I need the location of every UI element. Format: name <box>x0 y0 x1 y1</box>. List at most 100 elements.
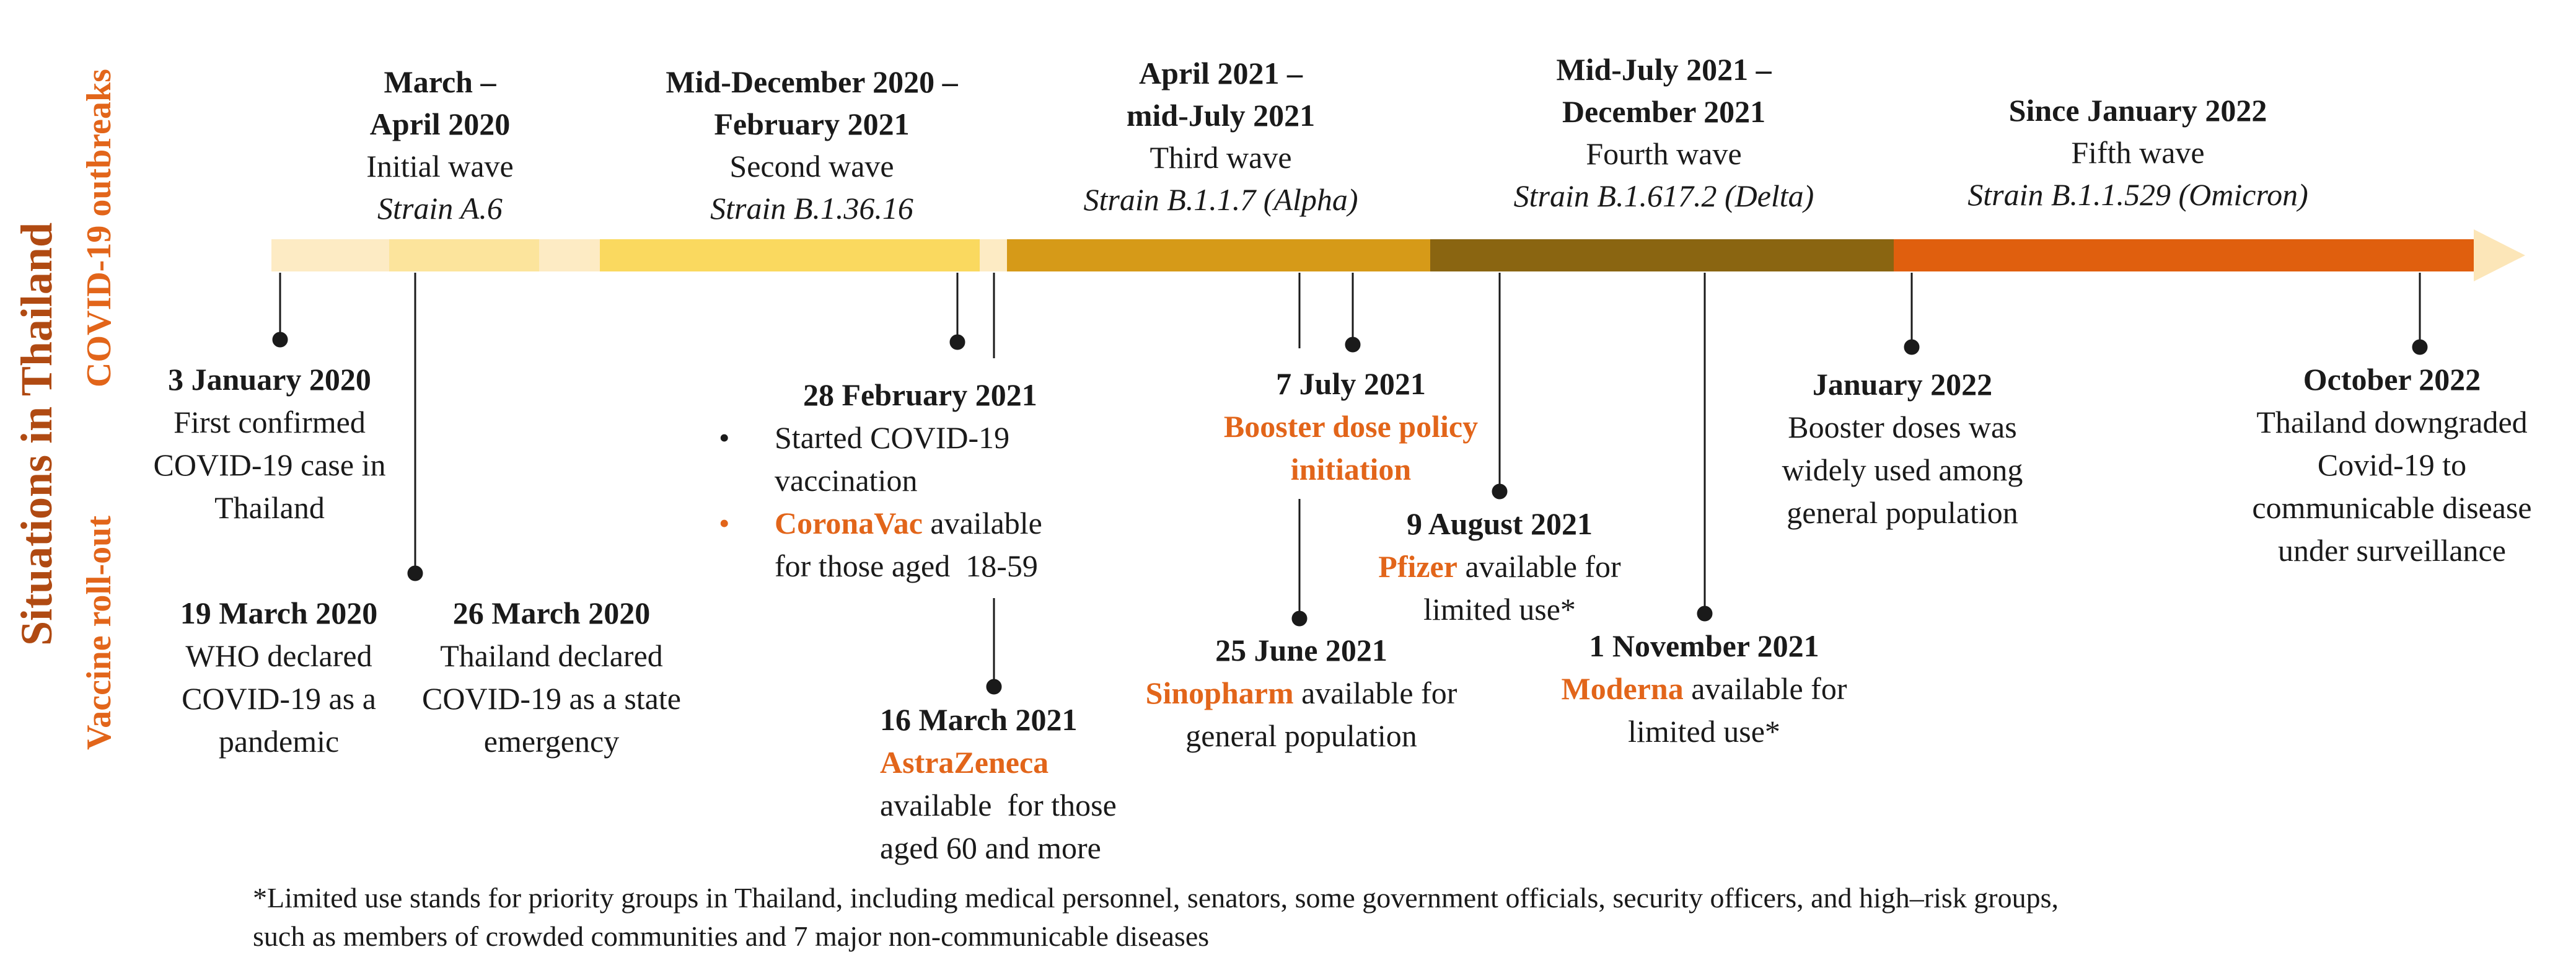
event-date: 16 March 2021 <box>880 702 1078 737</box>
wave-fourth-strain: Strain B.1.617.2 (Delta) <box>1513 178 1814 213</box>
bar-segment-pale-3 <box>980 239 1007 271</box>
wave-second-date-2: February 2021 <box>714 107 910 141</box>
wave-second: Mid-December 2020 – February 2021 Second… <box>613 61 1010 229</box>
dot-jul7 <box>1345 337 1361 353</box>
footnote-line: such as members of crowded communities a… <box>253 920 1210 952</box>
event-19-march-2020: 19 March 2020 WHO declared COVID-19 as a… <box>161 592 397 763</box>
wave-third-name: Third wave <box>1150 140 1292 175</box>
event-28-february-2021: 28 February 2021 • Started COVID-19 vacc… <box>719 374 1115 588</box>
event-date: 19 March 2020 <box>180 596 378 630</box>
wave-third-date-1: April 2021 – <box>1139 56 1303 90</box>
event-line: Started COVID-19 <box>775 420 1010 455</box>
vaccine-name-pfizer: Pfizer <box>1378 549 1457 584</box>
wave-fifth-strain: Strain B.1.1.529 (Omicron) <box>1967 177 2308 212</box>
event-line: Booster doses was <box>1788 410 2017 444</box>
bar-segment-pale-2 <box>539 239 600 271</box>
wave-fourth-name: Fourth wave <box>1586 136 1742 171</box>
event-line: Thailand <box>214 490 325 525</box>
dot-jan2022 <box>1904 339 1920 355</box>
dot-jan2020 <box>272 332 288 348</box>
timeline-arrow-head <box>2474 229 2525 281</box>
dot-mar2020 <box>407 565 423 581</box>
event-date: 1 November 2021 <box>1589 628 1819 663</box>
event-january-2022: January 2022 Booster doses was widely us… <box>1747 363 2057 534</box>
event-date: 25 June 2021 <box>1215 633 1387 668</box>
vaccine-name-sinopharm: Sinopharm <box>1145 676 1294 710</box>
wave-fifth-date-1: Since January 2022 <box>2008 93 2267 128</box>
bullet-text: CoronaVac available for those aged 18-59 <box>775 502 1042 588</box>
bar-segment-orange <box>1894 239 2474 271</box>
vaccine-name-astrazeneca: AstraZeneca <box>880 745 1049 780</box>
bar-segment-pale-1 <box>271 239 389 271</box>
side-label-vaccine: Vaccine roll-out <box>80 516 118 750</box>
wave-fifth-name: Fifth wave <box>2071 135 2205 170</box>
event-date: 7 July 2021 <box>1276 366 1426 401</box>
bar-segment-brown <box>1430 239 1894 271</box>
wave-fifth: Since January 2022 Fifth wave Strain B.1… <box>1915 89 2361 216</box>
event-line: general population <box>1185 718 1417 753</box>
wave-second-name: Second wave <box>729 149 894 183</box>
booster-policy-line: initiation <box>1290 452 1412 487</box>
dot-nov1 <box>1697 606 1713 622</box>
bar-segment-yellow <box>600 239 980 271</box>
event-line-rest: available for <box>1683 671 1847 706</box>
event-line: general population <box>1787 495 2018 530</box>
bullet-dot: • <box>719 420 730 455</box>
event-1-november-2021: 1 November 2021 Moderna available for li… <box>1512 625 1896 753</box>
dot-mar16 <box>986 679 1002 695</box>
event-line: communicable disease <box>2252 490 2532 525</box>
wave-initial: March – April 2020 Initial wave Strain A… <box>335 61 545 229</box>
event-line: COVID-19 case in <box>153 447 386 482</box>
booster-policy-line: Booster dose policy <box>1223 409 1479 444</box>
wave-second-strain: Strain B.1.36.16 <box>710 191 913 226</box>
wave-fourth-date-1: Mid-July 2021 – <box>1556 52 1772 87</box>
bullet-dot: • <box>719 506 730 540</box>
footnote-line: *Limited use stands for priority groups … <box>253 882 2059 914</box>
event-date: 26 March 2020 <box>452 596 651 630</box>
dot-jun25 <box>1291 610 1308 627</box>
event-line: Covid-19 to <box>2317 447 2467 482</box>
vaccine-name-moderna: Moderna <box>1561 671 1684 706</box>
wave-third: April 2021 – mid-July 2021 Third wave St… <box>1041 52 1400 221</box>
event-line: aged 60 and more <box>880 831 1101 865</box>
event-26-march-2020: 26 March 2020 Thailand declared COVID-19… <box>397 592 706 763</box>
dot-aug9 <box>1492 483 1508 500</box>
event-line: COVID-19 as a state <box>422 681 681 716</box>
wave-fourth-date-2: December 2021 <box>1562 94 1766 129</box>
event-line: Sinopharm available for <box>1103 672 1500 715</box>
event-line: limited use* <box>1628 714 1780 749</box>
dot-feb28 <box>949 334 965 350</box>
event-7-july-2021: 7 July 2021 Booster dose policy initiati… <box>1184 363 1518 491</box>
event-line: Thailand downgraded <box>2256 405 2528 439</box>
event-line: widely used among <box>1782 452 2023 487</box>
event-line: available <box>922 506 1042 540</box>
event-16-march-2021: 16 March 2021 AstraZeneca available for … <box>880 698 1165 870</box>
timeline-bar <box>271 229 2525 281</box>
wave-third-date-2: mid-July 2021 <box>1126 98 1316 133</box>
event-date: October 2022 <box>2303 362 2481 397</box>
event-bullet-coronavac: • CoronaVac available for those aged 18-… <box>719 502 1115 588</box>
wave-fourth: Mid-July 2021 – December 2021 Fourth wav… <box>1469 48 1859 217</box>
bullet-text: Started COVID-19 vaccination <box>775 416 1009 502</box>
event-line: Moderna available for <box>1512 668 1896 710</box>
vaccine-name-coronavac: CoronaVac <box>775 506 923 540</box>
event-line: emergency <box>483 724 620 759</box>
event-october-2022: October 2022 Thailand downgraded Covid-1… <box>2218 358 2565 572</box>
event-line-rest: available for <box>1293 676 1457 710</box>
wave-initial-date-1: March – <box>384 64 496 99</box>
wave-initial-strain: Strain A.6 <box>377 191 503 226</box>
event-date: 9 August 2021 <box>1406 506 1593 541</box>
dot-oct2022 <box>2412 339 2428 355</box>
wave-initial-name: Initial wave <box>366 149 514 183</box>
event-line: WHO declared <box>185 638 372 673</box>
event-line: limited use* <box>1423 592 1576 627</box>
wave-initial-date-2: April 2020 <box>369 107 511 141</box>
wave-third-strain: Strain B.1.1.7 (Alpha) <box>1083 182 1358 217</box>
bar-segment-light-1 <box>389 239 539 271</box>
footnote: *Limited use stands for priority groups … <box>253 879 2558 956</box>
event-bullet-vaccination: • Started COVID-19 vaccination <box>719 416 1115 502</box>
wave-second-date-1: Mid-December 2020 – <box>666 64 958 99</box>
event-line: Pfizer available for <box>1332 545 1667 588</box>
side-label-outbreaks: COVID-19 outbreaks <box>80 69 118 387</box>
event-date: January 2022 <box>1812 367 1993 402</box>
